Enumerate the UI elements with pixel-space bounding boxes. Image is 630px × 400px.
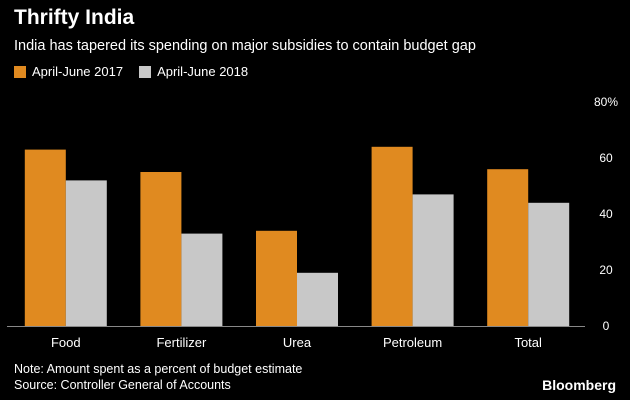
bar-urea-2017 — [256, 230, 297, 326]
chart-title: Thrifty India — [14, 6, 135, 29]
legend-item-2018: April-June 2018 — [139, 64, 248, 79]
legend: April-June 2017 April-June 2018 — [14, 64, 264, 79]
x-tick-label-total: Total — [514, 335, 542, 350]
y-tick-label-0: 0 — [603, 319, 610, 333]
legend-swatch-2018 — [139, 65, 152, 78]
legend-label-2018: April-June 2018 — [157, 64, 249, 79]
y-tick-label-20: 20 — [599, 263, 613, 277]
x-tick-label-fertilizer: Fertilizer — [156, 335, 207, 350]
bar-food-2018 — [65, 180, 107, 326]
chart-footer: Note: Amount spent as a percent of budge… — [14, 361, 302, 393]
y-tick-label-80: 80% — [594, 95, 618, 109]
brand-logo: Bloomberg — [542, 377, 616, 393]
y-tick-label-60: 60 — [599, 151, 613, 165]
bar-total-2017 — [487, 169, 529, 326]
x-tick-label-urea: Urea — [283, 335, 312, 350]
legend-swatch-2017 — [14, 65, 26, 78]
bar-urea-2018 — [297, 272, 338, 326]
chart-source: Source: Controller General of Accounts — [14, 378, 231, 392]
x-tick-label-food: Food — [51, 335, 81, 350]
chart-subtitle: India has tapered its spending on major … — [14, 38, 476, 54]
legend-item-2017: April-June 2017 — [14, 64, 123, 79]
bar-fertilizer-2017 — [140, 172, 182, 326]
bar-petroleum-2018 — [412, 194, 454, 326]
x-tick-label-petroleum: Petroleum — [383, 335, 442, 350]
legend-label-2017: April-June 2017 — [32, 64, 124, 79]
bar-food-2017 — [24, 149, 66, 326]
bar-petroleum-2017 — [371, 146, 413, 326]
bar-fertilizer-2018 — [181, 233, 223, 326]
y-tick-label-40: 40 — [599, 207, 613, 221]
bar-total-2018 — [528, 202, 570, 326]
chart-note: Note: Amount spent as a percent of budge… — [14, 362, 303, 376]
